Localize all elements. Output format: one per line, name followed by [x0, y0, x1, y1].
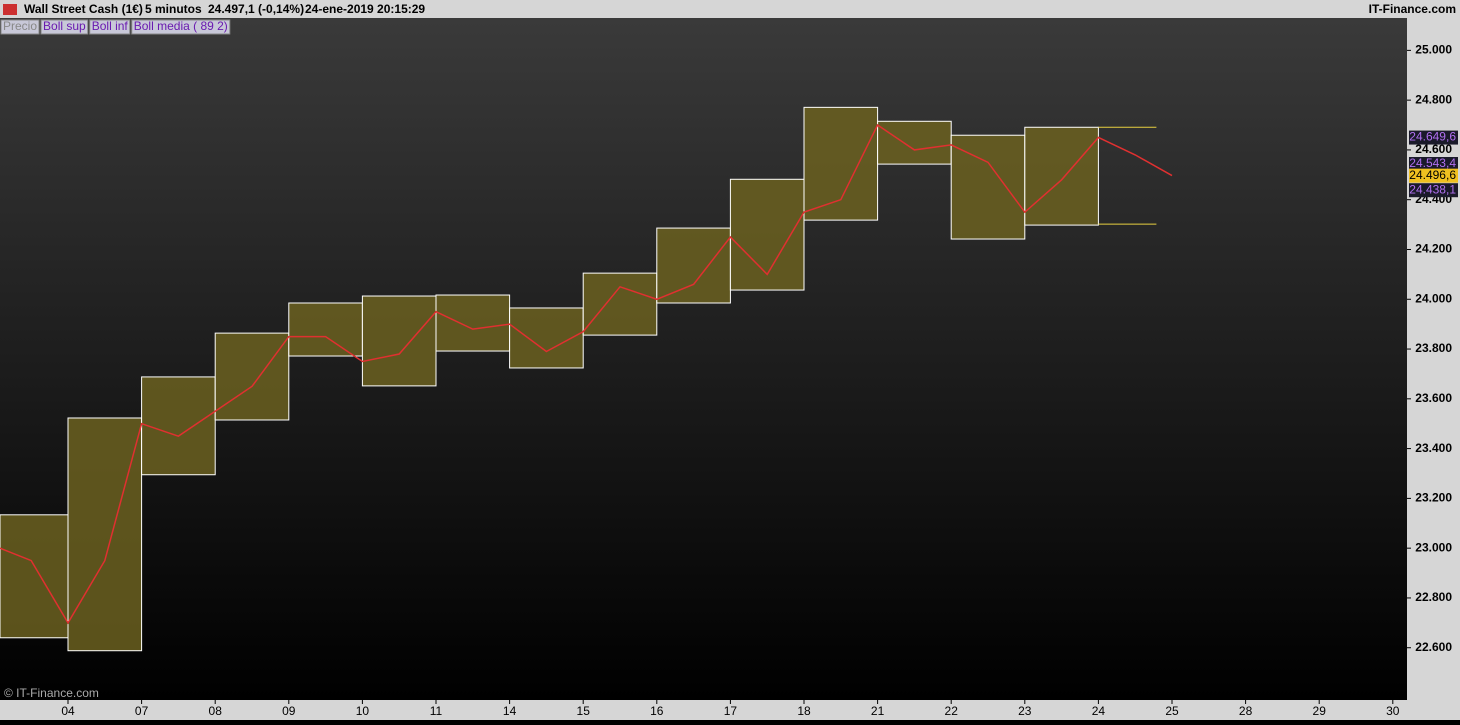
y-tick-label: 25.000 — [1415, 43, 1452, 57]
price-tag — [1409, 168, 1458, 183]
x-tick-label: 16 — [650, 704, 664, 718]
legend-label: Boll sup — [43, 19, 86, 33]
price-tag — [1409, 183, 1458, 198]
x-tick-label: 21 — [871, 704, 885, 718]
x-axis-panel — [0, 700, 1407, 720]
x-tick-label: 23 — [1018, 704, 1032, 718]
y-tick-label: 23.200 — [1415, 491, 1452, 505]
legend-label: Precio — [3, 19, 37, 33]
day-range-box — [729, 178, 805, 291]
last-price: 24.497,1 (-0,14%) — [208, 2, 304, 16]
x-tick-label: 25 — [1165, 704, 1179, 718]
y-tick-label: 22.600 — [1415, 640, 1452, 654]
x-tick-label: 24 — [1092, 704, 1106, 718]
day-range-box — [214, 332, 290, 421]
brand: IT-Finance.com — [1369, 2, 1456, 16]
header-bar — [0, 0, 1460, 18]
price-tag — [1409, 157, 1458, 172]
x-tick-label: 07 — [135, 704, 149, 718]
y-tick-label: 22.800 — [1415, 590, 1452, 604]
x-tick-label: 09 — [282, 704, 296, 718]
price-line — [0, 123, 1173, 625]
watermark: © IT-Finance.com — [4, 686, 99, 700]
day-range-box — [950, 134, 1026, 240]
y-tick-label: 24.600 — [1415, 142, 1452, 156]
plot-bg — [0, 18, 1407, 700]
x-tick-label: 04 — [61, 704, 75, 718]
price-tag-label: 24.496,6 — [1409, 168, 1456, 182]
x-tick-label: 30 — [1386, 704, 1400, 718]
legend-chip — [89, 19, 131, 35]
y-tick-label: 24.000 — [1415, 291, 1452, 305]
day-range-box — [582, 272, 658, 336]
y-tick-label: 23.000 — [1415, 540, 1452, 554]
legend-chip — [0, 19, 40, 35]
legend-label: Boll inf — [92, 19, 129, 33]
legend: Precio Boll sup Boll inf Boll media ( 89 2) — [0, 19, 231, 35]
day-range-box — [877, 120, 952, 165]
y-tick-label: 23.800 — [1415, 341, 1452, 355]
x-tick-label: 15 — [577, 704, 591, 718]
day-range-box — [141, 376, 216, 476]
x-tick-label: 14 — [503, 704, 517, 718]
day-range-box — [67, 417, 143, 652]
price-tag — [1409, 130, 1458, 145]
icon[interactable] — [3, 4, 17, 15]
day-range-box — [1024, 126, 1099, 226]
day-range-box — [288, 302, 363, 357]
y-tick-label: 23.400 — [1415, 441, 1452, 455]
price-tag-label: 24.543,4 — [1409, 156, 1456, 170]
day-range-box — [0, 514, 69, 639]
y-tick-label: 24.200 — [1415, 242, 1452, 256]
day-range-box — [656, 227, 731, 304]
datetime: 24-ene-2019 20:15:29 — [305, 2, 425, 16]
x-tick-label: 22 — [945, 704, 959, 718]
x-tick-label: 18 — [797, 704, 811, 718]
legend-chip — [131, 19, 231, 35]
legend-label: Boll media ( 89 2) — [134, 19, 228, 33]
timeframe: 5 minutos — [145, 2, 202, 16]
day-range-box — [803, 106, 879, 221]
y-tick-label: 24.800 — [1415, 92, 1452, 106]
y-axis-panel — [1407, 18, 1460, 720]
x-tick-label: 28 — [1239, 704, 1253, 718]
x-tick-label: 29 — [1313, 704, 1327, 718]
day-range-box — [361, 295, 437, 387]
y-tick-label: 23.600 — [1415, 391, 1452, 405]
price-tag-label: 24.649,6 — [1409, 130, 1456, 144]
x-tick-label: 11 — [430, 704, 443, 718]
x-tick-label: 08 — [209, 704, 223, 718]
legend-chip — [40, 19, 89, 35]
price-tag-label: 24.438,1 — [1409, 182, 1456, 196]
instrument: Wall Street Cash (1€) — [24, 2, 143, 16]
x-tick-label: 10 — [356, 704, 370, 718]
day-range-box — [435, 294, 511, 352]
x-tick-label: 17 — [724, 704, 738, 718]
